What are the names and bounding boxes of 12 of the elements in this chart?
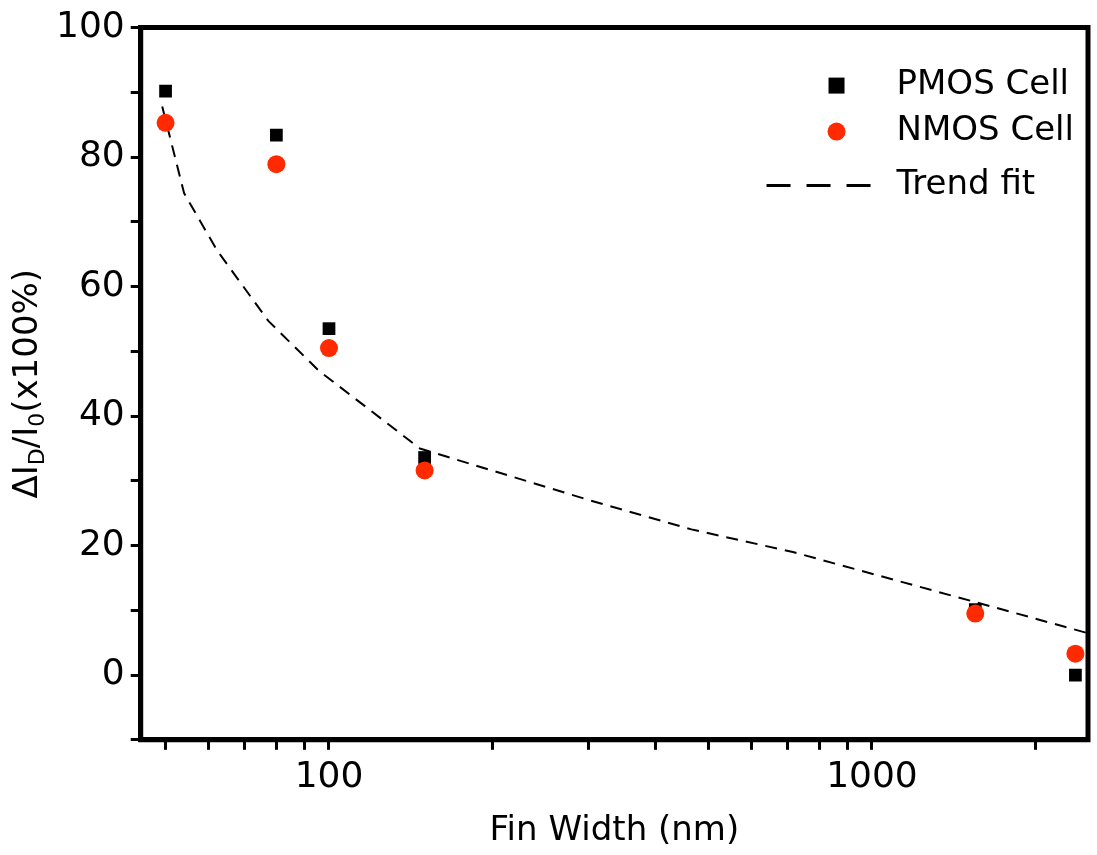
- legend-label: NMOS Cell: [896, 108, 1075, 149]
- y-tick-label: 100: [55, 3, 125, 45]
- y-tick-label: 60: [78, 262, 125, 304]
- y-tick-label: 80: [78, 133, 125, 175]
- x-axis-title: Fin Width (nm): [489, 807, 740, 848]
- y-tick-label: 0: [101, 651, 125, 693]
- x-tick-label: 1000: [826, 753, 918, 795]
- legend-label: Trend fit: [895, 162, 1036, 203]
- y-axis-title: ΔID/I0(x100%): [4, 268, 49, 499]
- legend-label: PMOS Cell: [896, 62, 1070, 103]
- y-tick-label: 20: [78, 521, 125, 563]
- y-tick-label: 40: [78, 392, 125, 434]
